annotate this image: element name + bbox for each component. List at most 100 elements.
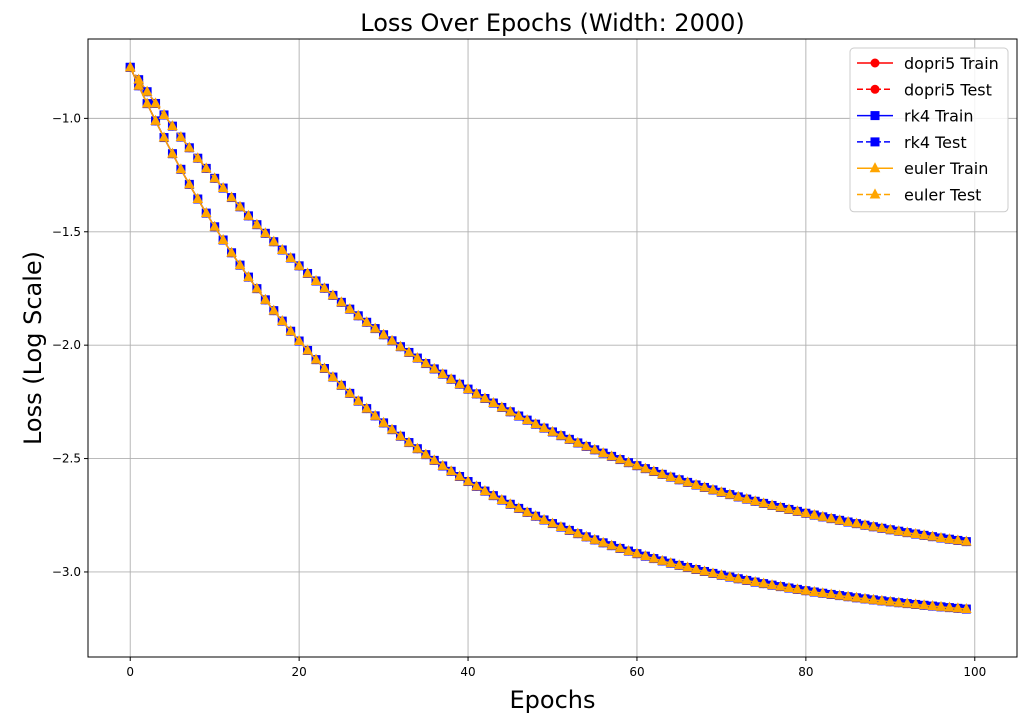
data-point [792,583,803,594]
x-tick-label: 0 [126,665,134,679]
data-point [884,523,896,534]
data-point [775,501,786,512]
y-tick-label: −2.5 [52,452,81,466]
data-point [445,465,457,476]
data-point [226,246,237,257]
data-point [488,396,499,408]
data-point [758,577,769,588]
data-point [783,503,795,514]
data-point [716,569,727,580]
data-point [741,574,753,585]
y-axis-title: Loss (Log Scale) [19,251,47,445]
data-point [150,97,161,108]
series-line [129,66,967,543]
data-point [530,418,541,429]
legend-marker [869,188,881,199]
data-point [868,520,879,531]
data-point [319,362,330,373]
data-point [234,200,246,211]
data-point [631,547,643,558]
data-point [808,509,820,520]
data-point [378,328,389,339]
data-point [834,589,845,600]
data-point [640,550,651,561]
data-point [167,147,178,158]
data-point [395,340,406,351]
data-point [808,585,820,596]
data-point [884,595,896,606]
data-point [547,517,558,528]
data-point [564,433,575,444]
data-point [673,473,685,484]
data-point [648,465,660,476]
data-point [547,425,558,436]
series-layer [124,61,972,614]
data-point [665,557,677,568]
data-point [268,235,280,246]
data-point [192,152,204,163]
data-point [437,368,449,379]
data-point [825,588,837,599]
data-point [732,572,744,583]
data-point [504,498,516,509]
series-dopri5-test [125,62,971,547]
data-point [496,401,508,412]
x-tick-label: 20 [291,665,306,679]
data-point [724,570,736,582]
data-point [352,309,364,320]
legend-entry: dopri5 Test [857,80,992,99]
series-dopri5-train [125,62,971,614]
data-point [437,459,449,470]
data-point [935,600,947,611]
data-point [454,378,465,389]
data-point [665,471,677,482]
data-point [918,529,930,540]
legend-marker [869,162,881,173]
data-point [800,507,812,518]
data-point [935,531,947,542]
data-point [234,259,246,270]
data-point [243,209,254,220]
data-point [243,271,254,282]
data-point [749,575,761,587]
data-point [260,227,271,238]
data-point [910,527,921,539]
data-point [614,542,626,553]
data-point [817,587,829,598]
data-point [302,267,313,278]
data-point [944,601,955,612]
data-point [944,533,955,544]
data-point [707,483,719,494]
data-point [344,387,356,398]
data-point [597,536,609,547]
y-tick-label: −2.0 [52,338,81,352]
data-point [741,493,753,504]
legend-label: euler Train [904,159,988,178]
axis-ticks: 0 20 40 60 80 100 −1.0 −1.5 −2.0 −2.5 −3.0 [52,111,986,679]
data-point [504,405,516,416]
data-point [276,315,288,326]
data-point [673,559,685,570]
legend-label: rk4 Train [904,107,974,126]
legend-label: dopri5 Test [904,80,992,99]
x-axis-title: Epochs [510,686,596,714]
series-euler-test [124,61,972,546]
data-point [420,448,432,459]
series-rk4-train [125,62,971,614]
legend: dopri5 Train dopri5 Test rk4 Train rk4 Test… [849,47,1009,213]
data-point [699,565,710,576]
data-point [158,108,170,119]
data-point [175,131,187,142]
data-point [589,533,601,544]
data-point [217,233,229,244]
data-point [656,468,668,479]
data-point [310,274,322,285]
data-point [378,416,389,427]
data-point [656,554,668,565]
data-point [800,584,812,595]
data-point [868,593,879,604]
series-line [129,66,967,543]
data-point [496,493,508,505]
data-point [825,512,837,523]
